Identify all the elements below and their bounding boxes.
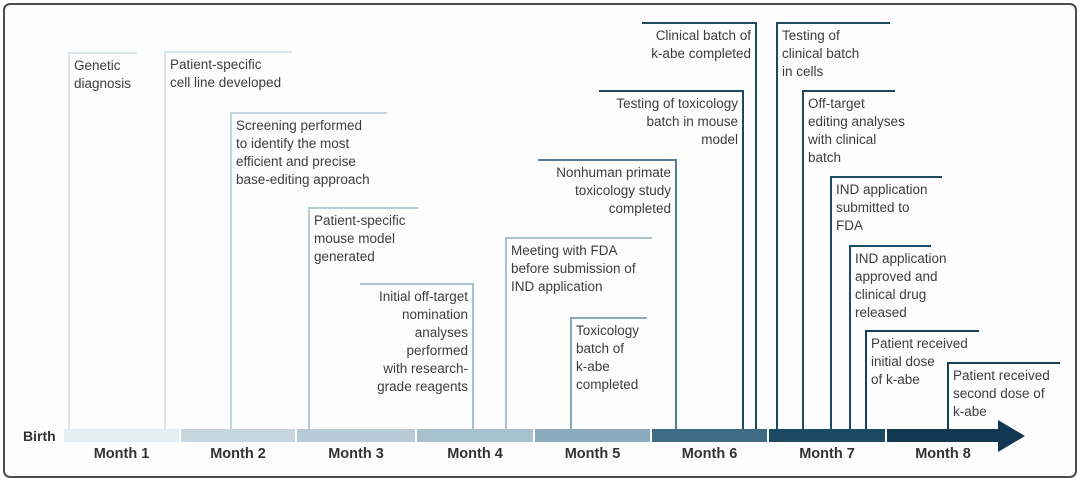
connector-vline xyxy=(830,176,832,429)
milestone-label: Clinical batch of k-abe completed xyxy=(651,28,751,61)
connector-hline xyxy=(830,176,942,178)
milestone-label: IND application submitted to FDA xyxy=(836,182,928,233)
connector-hline xyxy=(865,330,979,332)
milestone-label: IND application approved and clinical dr… xyxy=(855,251,947,320)
connector-vline xyxy=(776,22,778,429)
milestone-label: Patient-specific cell line developed xyxy=(170,57,282,90)
connector-vline xyxy=(472,283,474,429)
month-label-1: Month 1 xyxy=(93,446,150,462)
connector-vline xyxy=(947,362,949,429)
milestone-genetic-diagnosis: Genetic diagnosis xyxy=(68,52,137,429)
connector-hline xyxy=(230,112,387,114)
timeline-diagram: Genetic diagnosis Patient-specific cell … xyxy=(5,5,1075,476)
milestone-label: Patient received second dose of k-abe xyxy=(953,368,1050,419)
milestone-label: Meeting with FDA before submission of IN… xyxy=(511,243,636,294)
month-label-3: Month 3 xyxy=(328,446,384,462)
milestone-label: Testing of toxicology batch in mouse mod… xyxy=(616,96,738,147)
milestone-testing-toxicology-batch: Testing of toxicology batch in mouse mod… xyxy=(599,90,744,429)
connector-vline xyxy=(865,330,867,429)
month-label-5: Month 5 xyxy=(564,446,621,462)
milestone-label: Genetic diagnosis xyxy=(74,58,132,91)
milestone-label: Nonhuman primate toxicology study comple… xyxy=(556,165,671,216)
milestone-off-target-editing-analyses: Off-target editing analyses with clinica… xyxy=(802,90,905,429)
connector-hline xyxy=(849,245,931,247)
month-label-2: Month 2 xyxy=(210,446,266,462)
connector-hline xyxy=(538,159,677,161)
figure-frame: Genetic diagnosis Patient-specific cell … xyxy=(3,3,1077,478)
connector-hline xyxy=(360,283,474,285)
timeline-segment-month-6 xyxy=(652,429,767,442)
connector-hline xyxy=(505,237,652,239)
timeline-segment-month-8 xyxy=(887,429,999,442)
milestone-label: Initial off-target nomination analyses p… xyxy=(377,289,468,394)
connector-hline xyxy=(308,207,418,209)
birth-label: Birth xyxy=(23,428,56,444)
milestone-label: Testing of clinical batch in cells xyxy=(782,28,860,79)
timeline-segment-month-4 xyxy=(417,429,533,442)
connector-vline xyxy=(230,112,232,429)
connector-hline xyxy=(164,51,292,53)
timeline-arrow-icon xyxy=(998,420,1025,452)
milestone-nonhuman-primate-study: Nonhuman primate toxicology study comple… xyxy=(538,159,677,429)
connector-hline xyxy=(570,317,647,319)
milestone-initial-off-target-nomination: Initial off-target nomination analyses p… xyxy=(360,283,474,429)
connector-vline xyxy=(675,159,677,429)
milestone-label: Off-target editing analyses with clinica… xyxy=(808,96,905,165)
month-label-8: Month 8 xyxy=(915,446,971,462)
connector-vline xyxy=(68,52,70,429)
milestone-ind-approved: IND application approved and clinical dr… xyxy=(849,245,947,429)
milestone-screening-base-editing: Screening performed to identify the most… xyxy=(230,112,387,429)
milestone-label: Patient received initial dose of k-abe xyxy=(871,336,968,387)
connector-hline xyxy=(642,22,757,24)
timeline-segment-month-5 xyxy=(535,429,650,442)
milestone-toxicology-batch-completed: Toxicology batch of k-abe completed xyxy=(570,317,647,429)
milestone-fda-meeting: Meeting with FDA before submission of IN… xyxy=(505,237,652,429)
connector-hline xyxy=(776,22,890,24)
month-label-6: Month 6 xyxy=(681,446,738,462)
milestone-second-dose: Patient received second dose of k-abe xyxy=(947,362,1060,429)
connector-hline xyxy=(947,362,1060,364)
connector-vline xyxy=(742,90,744,429)
connector-hline xyxy=(68,52,137,54)
connector-vline xyxy=(308,207,310,429)
month-label-7: Month 7 xyxy=(799,446,855,462)
milestone-initial-dose: Patient received initial dose of k-abe xyxy=(865,330,979,429)
milestone-label: Patient-specific mouse model generated xyxy=(314,213,406,264)
milestone-mouse-model-generated: Patient-specific mouse model generated xyxy=(308,207,418,429)
milestone-ind-submitted: IND application submitted to FDA xyxy=(830,176,942,429)
connector-vline xyxy=(755,22,757,429)
timeline-segment-month-7 xyxy=(769,429,885,442)
month-label-4: Month 4 xyxy=(447,446,503,462)
connector-vline xyxy=(505,237,507,429)
milestone-cell-line-developed: Patient-specific cell line developed xyxy=(164,51,292,429)
milestone-label: Toxicology batch of k-abe completed xyxy=(576,323,640,392)
timeline-segment-month-2 xyxy=(181,429,295,442)
connector-hline xyxy=(802,90,895,92)
milestone-testing-clinical-batch: Testing of clinical batch in cells xyxy=(776,22,890,429)
connector-vline xyxy=(849,245,851,429)
connector-vline xyxy=(570,317,572,429)
timeline-segment-month-1 xyxy=(64,429,179,442)
connector-hline xyxy=(599,90,744,92)
milestone-clinical-batch-completed: Clinical batch of k-abe completed xyxy=(642,22,757,429)
connector-vline xyxy=(802,90,804,429)
connector-vline xyxy=(164,51,166,429)
milestone-label: Screening performed to identify the most… xyxy=(236,118,370,187)
timeline-segment-month-3 xyxy=(297,429,415,442)
